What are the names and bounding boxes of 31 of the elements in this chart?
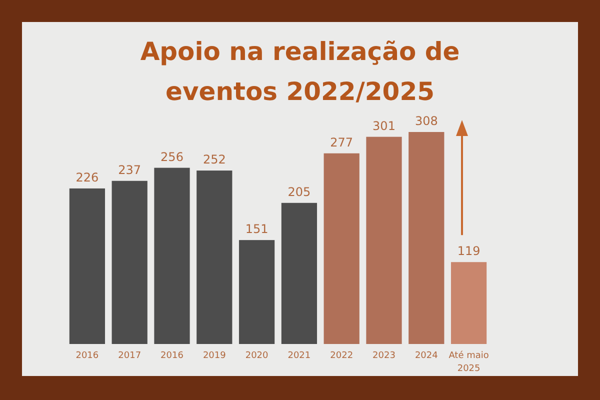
x-tick-label: Até maio 2025 bbox=[448, 350, 490, 374]
x-tick-label: 2024 bbox=[414, 351, 438, 361]
data-label: 226 bbox=[76, 170, 99, 184]
data-label: 205 bbox=[288, 184, 311, 199]
data-label: 237 bbox=[118, 162, 142, 177]
bar bbox=[324, 153, 360, 344]
bar bbox=[238, 240, 275, 344]
x-tick-label: 2019 bbox=[202, 351, 226, 361]
data-label: 308 bbox=[414, 114, 438, 128]
bar bbox=[366, 136, 402, 344]
data-label: 301 bbox=[372, 118, 396, 133]
x-tick-label: 2016 bbox=[160, 351, 184, 361]
x-tick-label: 2016 bbox=[76, 351, 99, 361]
data-label: 277 bbox=[330, 135, 354, 150]
bar bbox=[69, 188, 106, 344]
x-tick-label: 2020 bbox=[245, 351, 269, 361]
bar bbox=[154, 168, 190, 344]
x-tick-label: 2022 bbox=[330, 351, 354, 361]
data-label: 119 bbox=[457, 244, 480, 258]
x-tick-label: 2021 bbox=[288, 351, 311, 361]
data-label: 256 bbox=[160, 150, 184, 164]
chart-title: Apoio na realização de eventos 2022/2025 bbox=[140, 37, 460, 106]
bar bbox=[281, 202, 318, 344]
data-label: 252 bbox=[202, 152, 226, 167]
bar bbox=[450, 262, 487, 344]
bar bbox=[196, 170, 232, 344]
data-label: 151 bbox=[245, 222, 268, 236]
x-tick-label: 2017 bbox=[118, 351, 142, 361]
x-tick-label: 2023 bbox=[372, 351, 396, 361]
bar bbox=[112, 180, 148, 344]
bar bbox=[408, 132, 444, 344]
